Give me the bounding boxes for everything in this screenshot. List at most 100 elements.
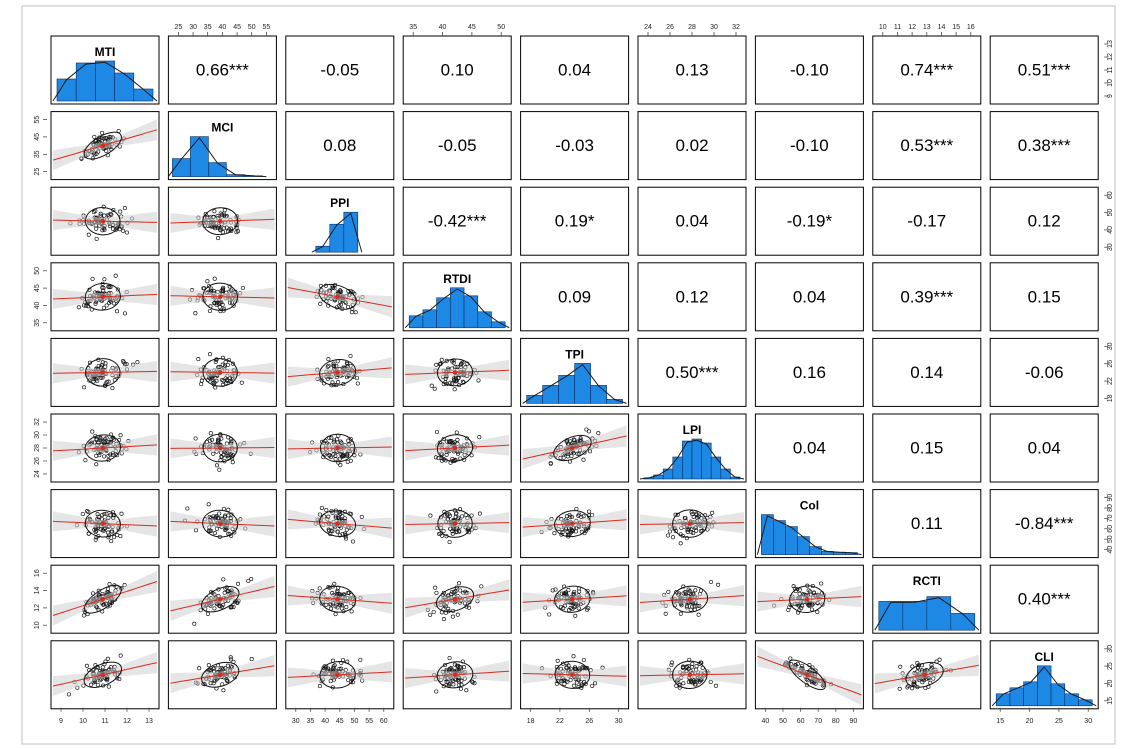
centroid-point <box>570 672 575 678</box>
panel-rtdi-rcti: 0.39*** <box>872 262 982 332</box>
data-point <box>110 452 115 458</box>
data-point <box>683 591 688 596</box>
data-point <box>459 361 464 366</box>
data-point <box>121 228 126 233</box>
data-point <box>124 230 129 235</box>
data-point <box>579 680 584 685</box>
data-point <box>95 512 100 517</box>
data-point <box>586 606 591 611</box>
panel-border <box>872 111 982 181</box>
data-point <box>689 680 694 685</box>
data-point <box>240 285 245 291</box>
data-point <box>464 688 469 693</box>
data-point <box>469 513 474 518</box>
panel-border <box>989 186 1099 256</box>
panel-cli-lpi <box>637 640 747 710</box>
data-point <box>319 505 324 510</box>
data-point <box>441 617 446 622</box>
data-point <box>443 662 448 668</box>
data-point <box>113 273 118 278</box>
data-point <box>441 436 446 442</box>
axis-tick-label: 45 <box>336 718 344 725</box>
data-point <box>108 135 113 140</box>
data-point <box>559 591 564 596</box>
panel-lpi-cli: 0.04 <box>989 413 1099 483</box>
histogram-bar <box>691 438 702 480</box>
data-point <box>667 529 672 534</box>
data-point <box>86 531 91 536</box>
axis-tick-label: 70 <box>814 718 822 725</box>
data-point <box>680 665 685 670</box>
data-point <box>795 586 800 592</box>
data-point <box>669 660 674 665</box>
correlation-ellipse <box>319 585 357 613</box>
data-point <box>453 527 458 532</box>
data-point <box>246 578 251 583</box>
axis-tick-label: 40 <box>439 24 447 31</box>
axis-tick-label: 35 <box>307 718 315 725</box>
panel-mti-lpi: 0.13 <box>637 35 747 105</box>
data-point <box>205 279 210 284</box>
data-point <box>445 512 450 517</box>
data-point <box>106 535 111 540</box>
data-point <box>218 228 223 233</box>
correlation-ellipse <box>789 585 826 613</box>
data-point <box>208 376 213 381</box>
panel-ppi-ppi: PPI <box>285 186 395 256</box>
data-point <box>686 527 691 532</box>
data-point <box>690 661 695 666</box>
data-point <box>326 363 331 368</box>
data-point <box>446 606 451 611</box>
panel-tpi-tpi: TPI <box>520 337 630 407</box>
panel-border <box>754 35 864 105</box>
data-point <box>353 310 358 315</box>
panel-rcti-cli: 0.40*** <box>989 564 1099 634</box>
axis-tick-label: 45 <box>468 24 476 31</box>
data-point <box>669 662 674 668</box>
data-point <box>338 439 343 444</box>
data-point <box>66 692 71 697</box>
data-point <box>220 230 225 235</box>
axis-tick-label: 35 <box>34 319 41 327</box>
data-point <box>317 586 322 591</box>
data-point <box>911 682 916 687</box>
panel-border <box>872 489 982 559</box>
data-point <box>212 606 217 611</box>
data-point <box>434 590 439 595</box>
data-point <box>590 683 595 688</box>
panel-border <box>872 186 982 256</box>
panel-border <box>989 111 1099 181</box>
data-point <box>327 453 332 458</box>
figure-frame <box>21 5 1116 745</box>
data-point <box>115 533 120 538</box>
data-point <box>578 437 583 442</box>
data-point <box>358 657 363 662</box>
data-point <box>100 130 105 135</box>
data-point <box>213 359 218 364</box>
panel-rtdi-mci <box>167 262 277 332</box>
data-point <box>239 380 244 385</box>
data-point <box>228 657 234 662</box>
variable-label: CLI <box>1035 650 1054 664</box>
axis-tick-label: 15 <box>1107 697 1114 705</box>
data-point <box>329 435 334 440</box>
centroid-point <box>687 521 693 526</box>
data-point <box>118 653 123 658</box>
data-point <box>207 528 212 533</box>
data-point <box>688 607 693 612</box>
data-point <box>564 439 569 444</box>
axis-tick-label: 50 <box>779 718 787 725</box>
axis-tick-label: 50 <box>34 267 41 275</box>
panel-lpi-rtdi <box>402 413 512 483</box>
data-point <box>98 436 103 441</box>
data-point <box>106 530 111 535</box>
axis-tick-label: 15 <box>952 24 960 31</box>
data-point <box>663 611 668 616</box>
panel-cli-ppi <box>285 640 395 710</box>
data-point <box>713 683 719 688</box>
panel-border <box>520 35 630 105</box>
data-point <box>788 656 793 661</box>
panel-rtdi-cli: 0.15 <box>989 262 1099 332</box>
data-point <box>439 458 444 463</box>
axis-tick-label: 15 <box>996 718 1004 725</box>
